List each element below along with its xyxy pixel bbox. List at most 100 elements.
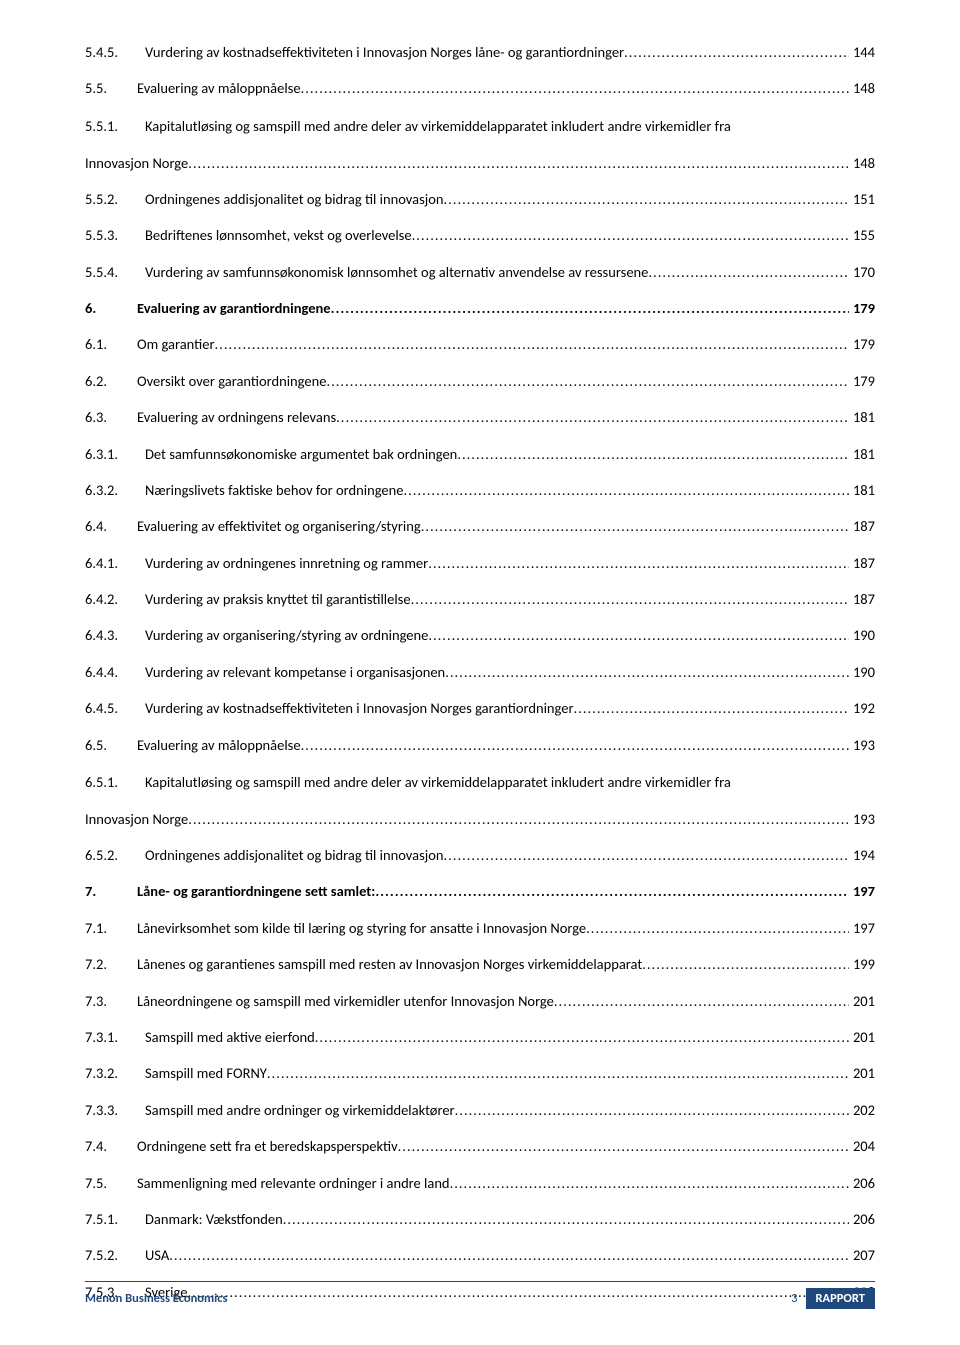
toc-title: Kapitalutløsing og samspill med andre de… xyxy=(145,773,731,791)
toc-leader xyxy=(331,300,849,317)
toc-leader xyxy=(336,409,849,426)
footer-badge: RAPPORT xyxy=(806,1288,875,1309)
toc-list: 5.4.5.Vurdering av kostnadseffektivitete… xyxy=(85,44,875,1301)
toc-number: 6.2. xyxy=(85,373,137,390)
toc-entry: 6.5.2.Ordningenes addisjonalitet og bidr… xyxy=(85,847,875,864)
toc-number: 7.3.2. xyxy=(85,1065,145,1082)
toc-page: 201 xyxy=(849,1029,875,1046)
toc-leader xyxy=(188,154,849,172)
toc-page: 202 xyxy=(849,1102,875,1119)
toc-title: Vurdering av organisering/styring av ord… xyxy=(145,627,428,644)
toc-leader xyxy=(574,700,849,717)
toc-entry: 6.1.Om garantier 179 xyxy=(85,336,875,353)
toc-leader xyxy=(624,44,849,61)
toc-leader xyxy=(215,336,849,353)
toc-title: Sammenligning med relevante ordninger i … xyxy=(137,1175,450,1192)
toc-page: 201 xyxy=(849,993,875,1010)
toc-title: Evaluering av effektivitet og organiseri… xyxy=(137,518,421,535)
toc-entry: 6.4.Evaluering av effektivitet og organi… xyxy=(85,518,875,535)
toc-title: Bedriftenes lønnsomhet, vekst og overlev… xyxy=(145,227,412,244)
toc-number: 5.5. xyxy=(85,80,137,97)
toc-title: USA xyxy=(145,1247,169,1264)
toc-leader xyxy=(375,883,849,900)
toc-number: 7.5.2. xyxy=(85,1247,145,1264)
toc-number: 6.4.3. xyxy=(85,627,145,644)
toc-number: 7. xyxy=(85,883,137,900)
toc-page: 5.4.5.Vurdering av kostnadseffektivitete… xyxy=(0,0,960,1301)
toc-title: Ordningenes addisjonalitet og bidrag til… xyxy=(145,191,443,208)
toc-page: 206 xyxy=(849,1175,875,1192)
toc-leader xyxy=(326,373,849,390)
toc-entry: 5.5.Evaluering av måloppnåelse 148 xyxy=(85,80,875,97)
toc-entry: 5.4.5.Vurdering av kostnadseffektivitete… xyxy=(85,44,875,61)
toc-entry: 6.Evaluering av garantiordningene 179 xyxy=(85,300,875,317)
toc-entry: 7.5.Sammenligning med relevante ordninge… xyxy=(85,1175,875,1192)
toc-leader xyxy=(450,1175,849,1192)
toc-leader xyxy=(457,446,849,463)
toc-entry: 7.5.2.USA 207 xyxy=(85,1247,875,1264)
toc-leader xyxy=(428,627,849,644)
toc-entry: 6.3.2.Næringslivets faktiske behov for o… xyxy=(85,482,875,499)
toc-page: 170 xyxy=(849,264,875,281)
toc-page: 192 xyxy=(849,700,875,717)
toc-title-cont: Innovasjon Norge xyxy=(85,810,188,828)
toc-number: 7.1. xyxy=(85,920,137,937)
toc-page: 194 xyxy=(849,847,875,864)
toc-entry: 7.4.Ordningene sett fra et beredskapsper… xyxy=(85,1138,875,1155)
toc-title: Evaluering av garantiordningene xyxy=(137,300,331,317)
toc-page: 197 xyxy=(849,920,875,937)
toc-number: 6.3.1. xyxy=(85,446,145,463)
toc-entry: 7.5.1.Danmark: Vækstfonden 206 xyxy=(85,1211,875,1228)
toc-title: Evaluering av måloppnåelse xyxy=(137,737,301,754)
toc-leader xyxy=(586,920,849,937)
toc-title: Ordningenes addisjonalitet og bidrag til… xyxy=(145,847,443,864)
toc-entry: 6.2.Oversikt over garantiordningene 179 xyxy=(85,373,875,390)
toc-page: 199 xyxy=(849,956,875,973)
toc-entry: 5.5.2.Ordningenes addisjonalitet og bidr… xyxy=(85,191,875,208)
toc-number: 6. xyxy=(85,300,137,317)
toc-leader xyxy=(301,737,849,754)
toc-entry: 7.Låne- og garantiordningene sett samlet… xyxy=(85,883,875,900)
toc-title: Evaluering av ordningens relevans xyxy=(137,409,336,426)
toc-title: Samspill med andre ordninger og virkemid… xyxy=(145,1102,455,1119)
toc-title: Samspill med aktive eierfond xyxy=(145,1029,315,1046)
toc-entry: 7.2.Lånenes og garantienes samspill med … xyxy=(85,956,875,973)
toc-number: 6.3. xyxy=(85,409,137,426)
toc-number: 7.5. xyxy=(85,1175,137,1192)
toc-page: 207 xyxy=(849,1247,875,1264)
toc-leader xyxy=(315,1029,849,1046)
toc-page: 204 xyxy=(849,1138,875,1155)
toc-number: 6.4.1. xyxy=(85,555,145,572)
toc-leader xyxy=(412,227,849,244)
toc-entry: 6.4.2.Vurdering av praksis knyttet til g… xyxy=(85,591,875,608)
toc-page: 179 xyxy=(849,300,875,317)
toc-title: Lånenes og garantienes samspill med rest… xyxy=(137,956,642,973)
toc-title: Låneordningene og samspill med virkemidl… xyxy=(137,993,554,1010)
toc-number: 5.5.2. xyxy=(85,191,145,208)
toc-page: 181 xyxy=(849,482,875,499)
toc-leader xyxy=(445,664,849,681)
toc-entry: 5.5.3.Bedriftenes lønnsomhet, vekst og o… xyxy=(85,227,875,244)
toc-page: 148 xyxy=(849,154,875,172)
toc-page: 181 xyxy=(849,446,875,463)
toc-number: 7.3.3. xyxy=(85,1102,145,1119)
footer-row: Menon Business Economics 3 RAPPORT xyxy=(85,1288,875,1309)
toc-leader xyxy=(642,956,849,973)
toc-title: Vurdering av relevant kompetanse i organ… xyxy=(145,664,445,681)
toc-page: 148 xyxy=(849,80,875,97)
footer-company: Menon Business Economics xyxy=(85,1291,227,1306)
toc-entry: 6.3.Evaluering av ordningens relevans 18… xyxy=(85,409,875,426)
footer-rule xyxy=(85,1281,875,1282)
toc-entry: 5.5.4.Vurdering av samfunnsøkonomisk løn… xyxy=(85,264,875,281)
toc-entry: 7.3.3.Samspill med andre ordninger og vi… xyxy=(85,1102,875,1119)
toc-title: Låne- og garantiordningene sett samlet: xyxy=(137,883,375,900)
toc-entry: 6.4.1.Vurdering av ordningenes innretnin… xyxy=(85,555,875,572)
toc-page: 206 xyxy=(849,1211,875,1228)
toc-page: 193 xyxy=(849,737,875,754)
toc-number: 7.3. xyxy=(85,993,137,1010)
toc-leader xyxy=(428,555,849,572)
toc-number: 7.2. xyxy=(85,956,137,973)
toc-title: Oversikt over garantiordningene xyxy=(137,373,326,390)
toc-title: Lånevirksomhet som kilde til læring og s… xyxy=(137,920,586,937)
toc-number: 6.4.4. xyxy=(85,664,145,681)
